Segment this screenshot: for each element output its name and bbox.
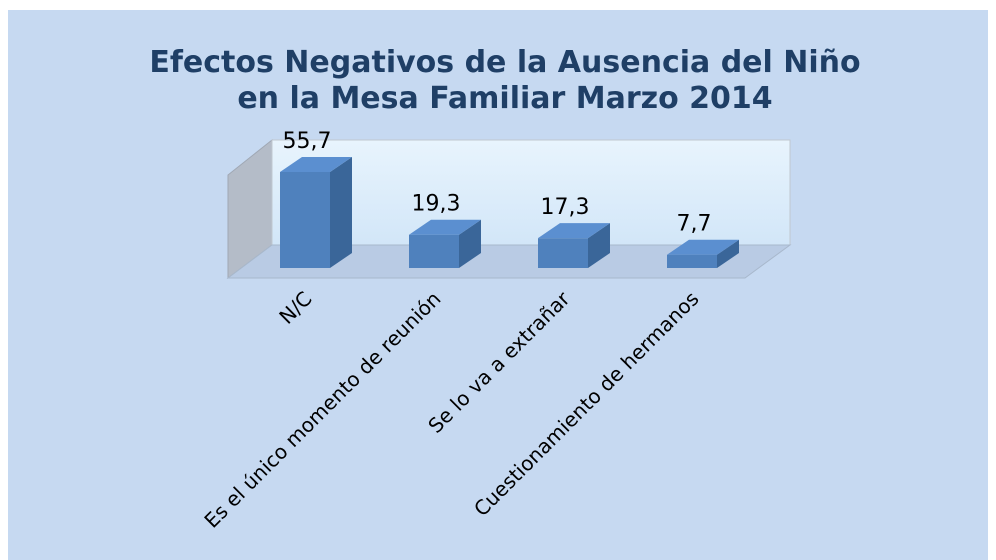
bar <box>538 223 610 268</box>
bar-top <box>538 223 610 239</box>
bar <box>667 239 739 268</box>
chart-title: en la Mesa Familiar Marzo 2014 <box>237 81 772 116</box>
bar <box>280 157 352 268</box>
value-label: 17,3 <box>541 195 590 220</box>
bar-top <box>280 157 352 172</box>
bar-top <box>667 239 739 255</box>
value-label: 55,7 <box>283 129 332 154</box>
bar-side <box>717 239 739 268</box>
bar-front <box>538 238 588 268</box>
bar <box>409 219 481 268</box>
bar-front <box>280 172 330 268</box>
bar-top <box>409 219 481 235</box>
bar-side <box>330 157 352 268</box>
floor <box>226 244 792 279</box>
bar-front <box>409 234 459 268</box>
bar-front <box>667 254 717 268</box>
chart-background <box>8 10 988 560</box>
value-label: 7,7 <box>677 212 712 237</box>
value-label: 19,3 <box>412 192 461 217</box>
chart-title: Efectos Negativos de la Ausencia del Niñ… <box>149 45 860 80</box>
bar-side <box>588 223 610 268</box>
bar-side <box>459 219 481 268</box>
